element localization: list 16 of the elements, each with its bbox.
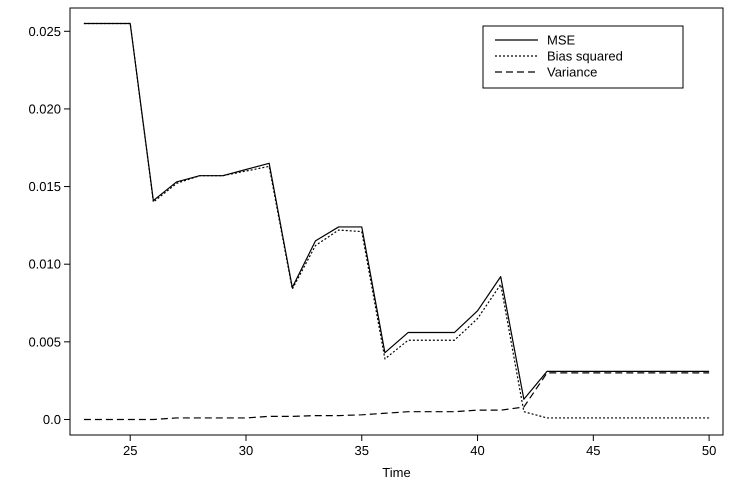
x-tick-label: 50 [702, 443, 716, 458]
x-tick-label: 35 [354, 443, 369, 458]
x-axis-title: Time [382, 465, 411, 480]
legend-label: Variance [547, 64, 598, 80]
y-tick-label: 0.015 [28, 179, 61, 194]
y-tick-label: 0.025 [28, 24, 61, 39]
y-tick-label: 0.010 [28, 256, 61, 272]
y-tick-label: 0.020 [28, 101, 61, 116]
x-tick-label: 45 [586, 443, 601, 458]
y-tick-label: 0.0 [42, 412, 61, 427]
legend-label: MSE [547, 32, 576, 48]
legend-label: Bias squared [547, 48, 623, 64]
x-tick-label: 30 [238, 443, 254, 458]
x-tick-label: 25 [122, 443, 138, 458]
x-tick-label: 40 [470, 443, 485, 458]
y-tick-label: 0.005 [28, 334, 61, 350]
